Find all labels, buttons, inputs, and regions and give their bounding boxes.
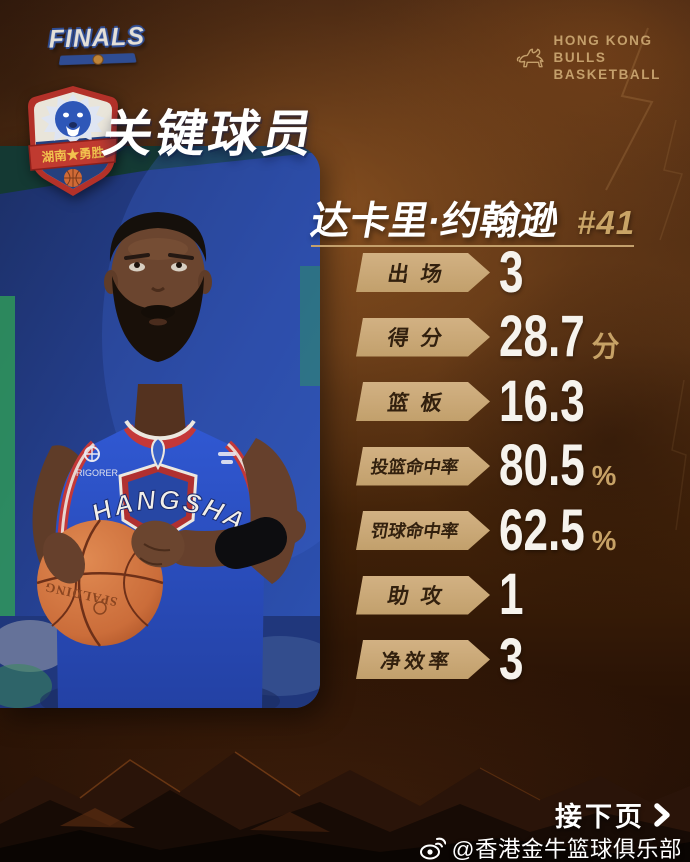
lion-icon (41, 94, 105, 144)
chevron-right-icon (654, 802, 670, 827)
weibo-icon (419, 837, 446, 859)
stat-value: 3 (499, 626, 524, 692)
badge-ribbon: 湖南★勇胜 (28, 137, 118, 171)
stat-row-rebounds: 篮板 16.3 (356, 372, 649, 430)
stat-row-net-rating: 净效率 3 (356, 630, 649, 688)
stat-label: 净效率 (378, 651, 455, 673)
page-title: 关键球员 (98, 106, 321, 162)
basketball-icon (92, 53, 104, 65)
brand-line2: BASKETBALL (553, 67, 661, 82)
stat-badge: 投篮命中率 (356, 446, 490, 486)
stat-label: 出场 (385, 262, 456, 286)
stat-label: 罚球命中率 (369, 521, 461, 541)
stat-value: 28.7 (499, 304, 585, 369)
stat-badge: 净效率 (356, 640, 490, 679)
finals-logo: FINALS (41, 22, 152, 66)
stat-row-points: 得分 28.7 分 (356, 308, 649, 366)
stat-value: 80.5 (499, 433, 585, 498)
stats-list: 出场 3 得分 28.7 分 篮板 16.3 投篮命中率 80.5% 罚球命中率 … (356, 243, 649, 705)
sponsor-mark (218, 452, 236, 464)
divider-line (311, 245, 634, 247)
stat-row-ft-pct: 罚球命中率 62.5% (356, 501, 649, 559)
stat-value: 62.5 (499, 497, 585, 563)
jersey-crest (118, 436, 198, 544)
stat-value: 3 (499, 239, 524, 305)
stat-badge: 篮板 (356, 382, 490, 421)
finals-logo-text: FINALS (48, 22, 146, 54)
player-name-row: 达卡里·约翰逊 #41 (308, 190, 636, 246)
badge-ribbon-text: 湖南★勇胜 (41, 144, 105, 164)
stat-label: 投篮命中率 (369, 456, 461, 477)
stat-value: 16.3 (499, 368, 585, 434)
brand-line1: HONG KONG BULLS (553, 33, 653, 65)
stat-label: 助攻 (385, 585, 456, 608)
credit: @香港金牛篮球俱乐部 (419, 832, 682, 862)
apparel-logo: RIGORER (76, 446, 119, 478)
team-badge: 湖南★勇胜 (28, 86, 118, 196)
club-brand: HONG KONG BULLS BASKETBALL (516, 32, 690, 83)
mountains (0, 751, 690, 862)
badge-basketball-icon (64, 169, 82, 187)
stat-badge: 得分 (356, 317, 490, 357)
stat-badge: 罚球命中率 (356, 511, 490, 550)
stat-row-games: 出场 3 (356, 243, 649, 301)
stat-badge: 出场 (356, 253, 490, 292)
stat-row-fg-pct: 投篮命中率 80.5% (356, 437, 649, 495)
player-photo: RIGORER HANGSHA (0, 146, 320, 708)
stat-unit: % (591, 524, 617, 556)
stat-row-assists: 助攻 1 (356, 566, 649, 624)
wristband (215, 517, 287, 569)
player-name: 达卡里·约翰逊 (307, 200, 563, 243)
next-page-label: 接下页 (555, 802, 645, 832)
stat-unit: 分 (591, 331, 620, 362)
stat-label: 得分 (385, 327, 456, 350)
stat-label: 篮板 (385, 391, 456, 415)
player-number: #41 (577, 204, 636, 241)
next-page-button[interactable]: 接下页 (555, 795, 670, 834)
stat-value: 1 (499, 562, 524, 627)
credit-text: @香港金牛篮球俱乐部 (451, 837, 682, 862)
hands (42, 520, 185, 584)
bull-icon (516, 48, 544, 67)
stat-unit: % (591, 460, 617, 491)
stat-badge: 助攻 (356, 575, 490, 615)
apparel-brand-text: RIGORER (76, 468, 119, 478)
